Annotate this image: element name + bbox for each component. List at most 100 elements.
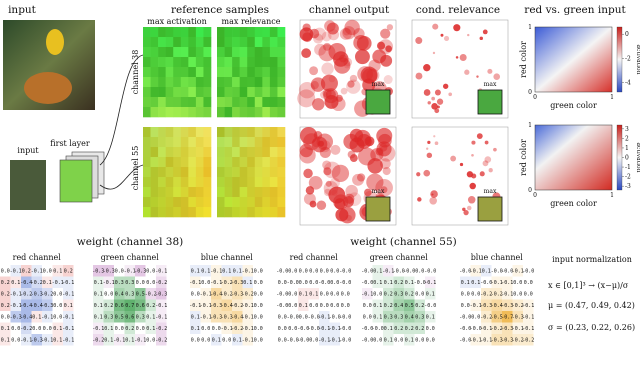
weight-cell bbox=[103, 311, 114, 323]
weight-value: 0.0 bbox=[524, 292, 533, 298]
map-blob bbox=[484, 156, 492, 163]
weight-cell bbox=[502, 322, 513, 334]
weight-value: -0.0 bbox=[308, 315, 320, 321]
weight-cell bbox=[404, 276, 415, 288]
sample-pixel bbox=[188, 37, 197, 48]
sample-pixel bbox=[188, 167, 197, 178]
weight-value: -0.1 bbox=[329, 326, 341, 332]
weight-value: -0.3 bbox=[210, 303, 222, 309]
sample-pixel bbox=[262, 187, 271, 198]
weight-value: -0.1 bbox=[470, 303, 482, 309]
weight-cell bbox=[124, 299, 135, 311]
sample-pixel bbox=[143, 57, 151, 68]
map-blob bbox=[355, 49, 370, 65]
sample-pixel bbox=[247, 37, 256, 48]
sample-pixel bbox=[203, 157, 212, 168]
colorbar-tick-label: 0 bbox=[625, 155, 629, 162]
weight-value: 0.1 bbox=[426, 292, 435, 298]
small-input-image bbox=[10, 160, 46, 210]
weight-value: -0.1 bbox=[221, 326, 233, 332]
sample-pixel bbox=[165, 207, 174, 218]
weight-value: -0.1 bbox=[155, 315, 167, 321]
sample-pixel bbox=[247, 67, 256, 78]
sample-pixel bbox=[158, 127, 166, 138]
weight-value: 0.0 bbox=[363, 303, 372, 309]
sample-pixel bbox=[277, 207, 286, 218]
map-blob bbox=[375, 178, 393, 197]
weight-cell bbox=[10, 299, 21, 311]
sample-pixel bbox=[173, 57, 182, 68]
weight-value: -0.1 bbox=[155, 303, 167, 309]
weight-cell bbox=[372, 276, 383, 288]
weight-cell bbox=[31, 334, 42, 346]
weight-cell bbox=[232, 311, 243, 323]
sample-pixel bbox=[232, 47, 240, 58]
map-blob bbox=[423, 63, 431, 72]
sample-pixel bbox=[180, 87, 189, 98]
weight-value: 0.1 bbox=[53, 338, 62, 344]
sample-pixel bbox=[269, 157, 278, 168]
weight-value: -0.0 bbox=[491, 269, 503, 275]
weight-cell bbox=[124, 265, 135, 277]
weight-value: -0.1 bbox=[242, 338, 254, 344]
weight-cell bbox=[31, 265, 42, 277]
weight-value: 0.0 bbox=[191, 292, 200, 298]
weight-value: -0.2 bbox=[522, 338, 534, 344]
weight-value: -0.0 bbox=[361, 338, 373, 344]
map-blob bbox=[493, 73, 501, 81]
sample-pixel bbox=[180, 27, 189, 38]
weight-cell bbox=[156, 288, 167, 300]
weight-cell bbox=[124, 276, 135, 288]
weight-value: -0.0 bbox=[459, 269, 471, 275]
weight-cell bbox=[481, 334, 492, 346]
weight-value: 0.0 bbox=[254, 315, 263, 321]
map-blob bbox=[367, 158, 383, 174]
sample-pixel bbox=[203, 37, 212, 48]
weight-cell bbox=[103, 299, 114, 311]
map-blob bbox=[427, 101, 431, 105]
sample-pixel bbox=[269, 197, 278, 208]
sample-pixel bbox=[203, 177, 212, 188]
sample-pixel bbox=[203, 27, 212, 38]
sample-pixel bbox=[158, 177, 166, 188]
weight-value: -0.1 bbox=[512, 326, 524, 332]
weight-cell bbox=[393, 299, 404, 311]
weight-cell bbox=[21, 311, 32, 323]
weight-cell bbox=[0, 276, 11, 288]
input-title: input bbox=[8, 4, 37, 16]
map-blob bbox=[349, 137, 365, 153]
weight-value: 0.0 bbox=[330, 280, 339, 286]
map-blob bbox=[459, 54, 467, 61]
sample-pixel bbox=[173, 197, 182, 208]
weight-value: -0.0 bbox=[339, 280, 351, 286]
weight-value: 0.1 bbox=[32, 315, 41, 321]
sample-pixel bbox=[195, 177, 204, 188]
weight-cell bbox=[145, 311, 156, 323]
sample-pixel bbox=[262, 107, 271, 118]
weight-cell bbox=[298, 288, 309, 300]
weight-value: -0.0 bbox=[276, 303, 288, 309]
weight-value: 0.1 bbox=[384, 338, 393, 344]
weight-cell bbox=[523, 311, 534, 323]
sample-pixel bbox=[254, 47, 263, 58]
map-blob bbox=[479, 171, 485, 177]
weight-value: 0.1 bbox=[1, 338, 10, 344]
weight-value: 0.0 bbox=[330, 292, 339, 298]
weight-value: -0.0 bbox=[339, 315, 351, 321]
weight-value: 0.1 bbox=[11, 280, 20, 286]
sample-pixel bbox=[277, 137, 286, 148]
map-blob bbox=[443, 35, 450, 42]
sample-pixel bbox=[269, 37, 278, 48]
weight-value: 0.0 bbox=[341, 292, 350, 298]
weight-value: 0.1 bbox=[53, 326, 62, 332]
sample-pixel bbox=[158, 107, 166, 118]
map-blob bbox=[487, 68, 493, 74]
weight-cell bbox=[114, 288, 125, 300]
sample-pixel bbox=[143, 67, 151, 78]
map-blob bbox=[482, 160, 489, 167]
weight-cell bbox=[42, 299, 53, 311]
weight-cell bbox=[21, 322, 32, 334]
weight-value: 0.1 bbox=[191, 315, 200, 321]
max-label: max bbox=[372, 188, 385, 195]
weight-value: 0.6 bbox=[125, 315, 134, 321]
